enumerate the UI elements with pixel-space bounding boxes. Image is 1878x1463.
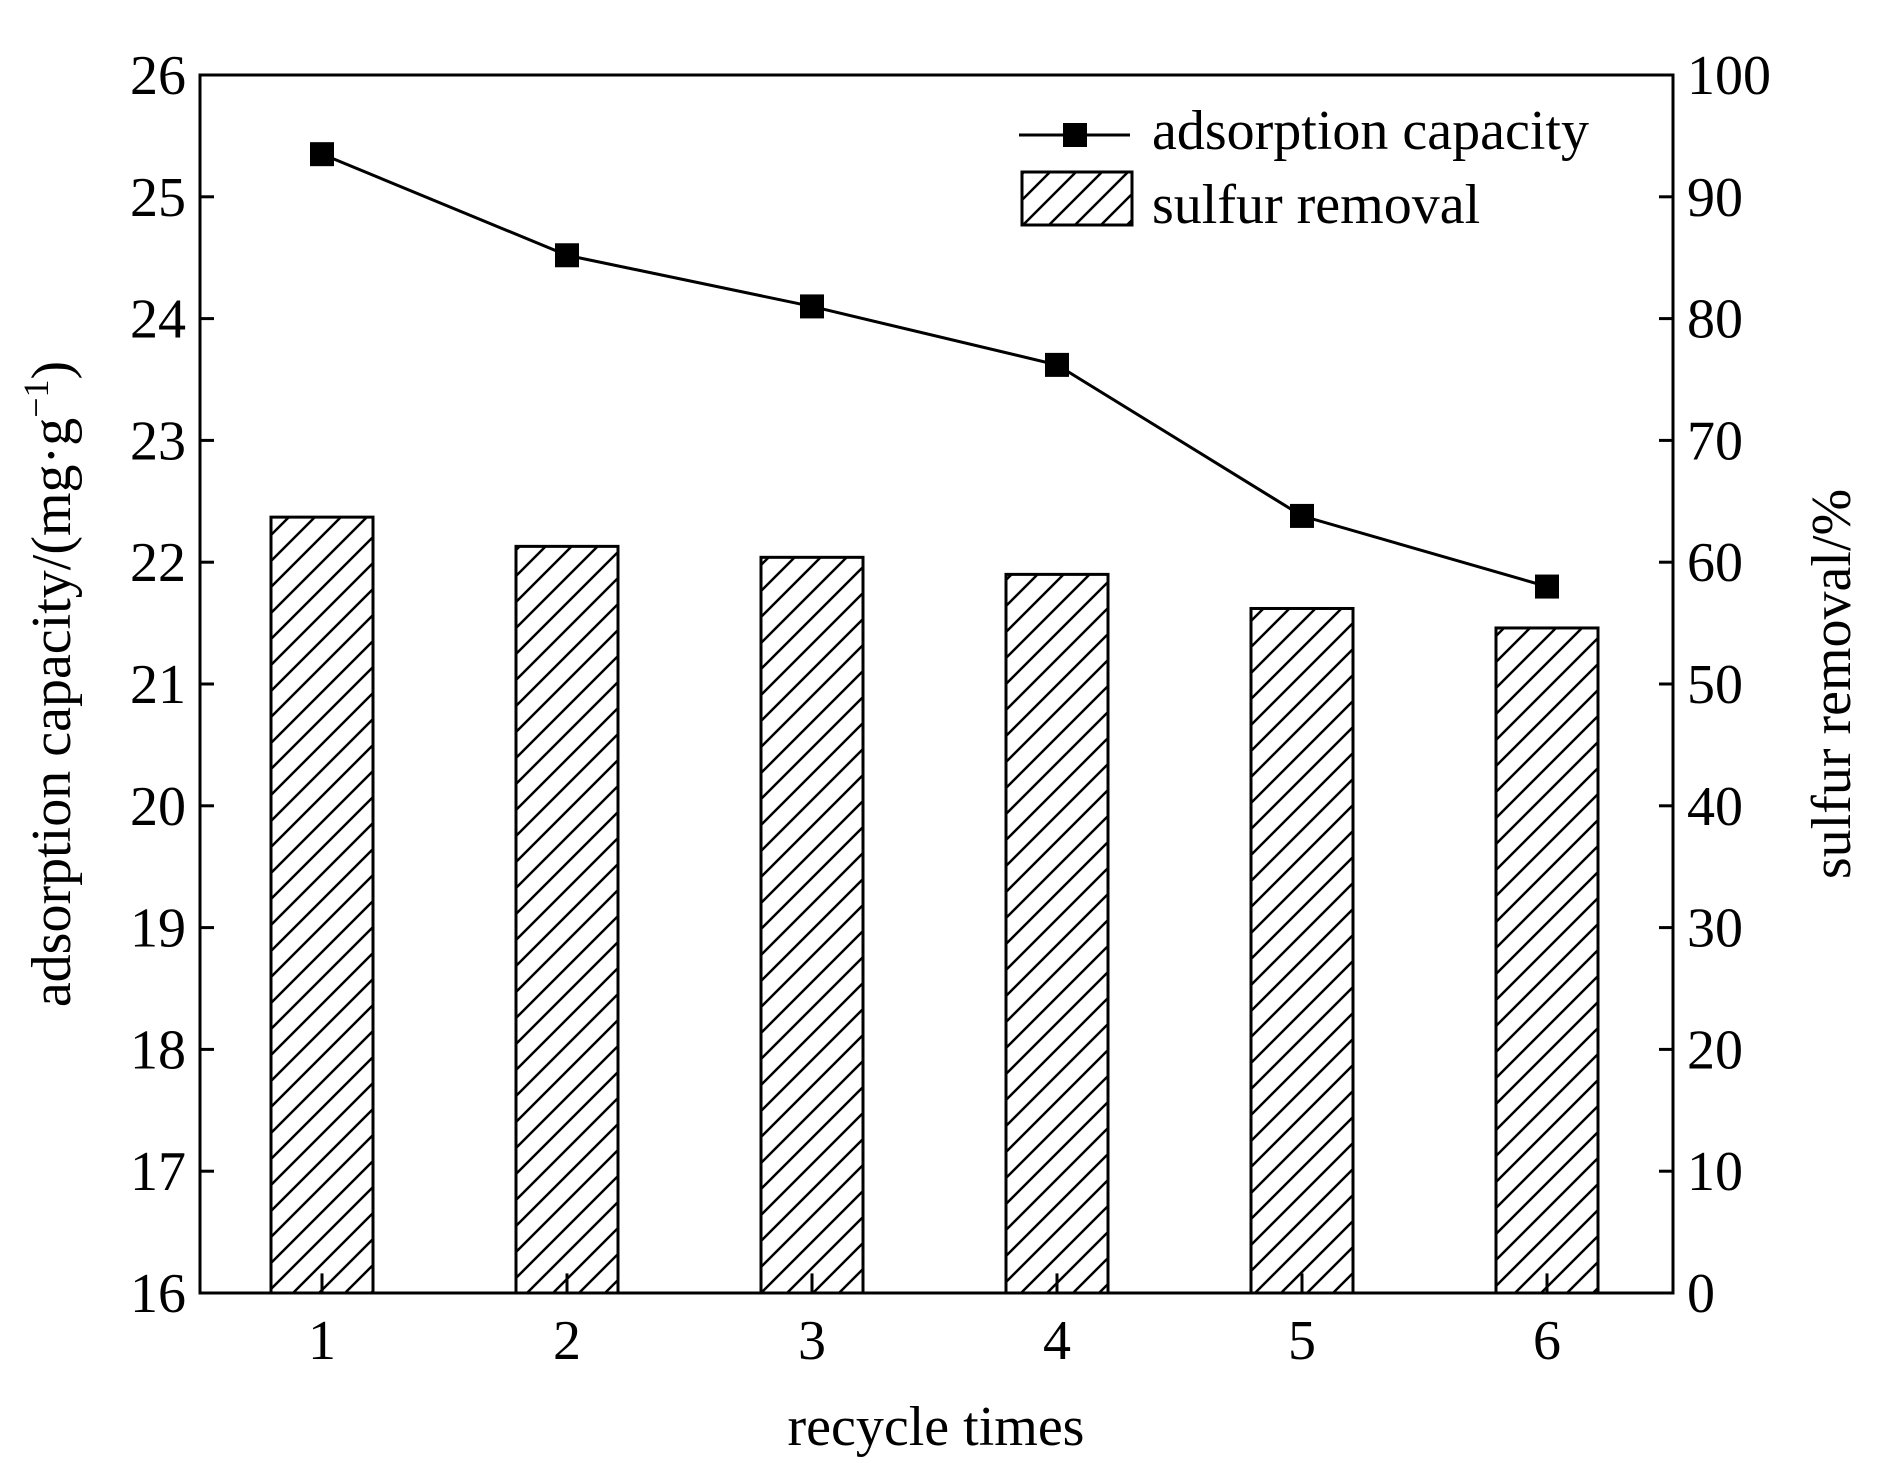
bar-sulfur-removal-3 <box>759 555 865 1295</box>
left-tick-label-21: 21 <box>130 654 186 716</box>
bar-sulfur-removal-4 <box>1004 572 1110 1295</box>
point-adsorption-capacity-4 <box>1045 352 1069 377</box>
right-y-axis-title: sulfur removal/% <box>1801 489 1863 879</box>
right-tick-label-50: 50 <box>1687 654 1743 716</box>
left-tick-label-19: 19 <box>130 898 186 960</box>
legend-label-adsorption-capacity: adsorption capacity <box>1152 100 1589 162</box>
left-tick-label-26: 26 <box>130 45 186 107</box>
left-tick-label-18: 18 <box>130 1019 186 1081</box>
bar-sulfur-removal-6 <box>1494 626 1600 1295</box>
point-adsorption-capacity-6 <box>1535 574 1559 599</box>
right-tick-label-10: 10 <box>1687 1141 1743 1203</box>
right-tick-label-80: 80 <box>1687 289 1743 351</box>
x-axis: 1 2 3 4 5 6 <box>308 1273 1561 1372</box>
right-tick-label-20: 20 <box>1687 1019 1743 1081</box>
bar-sulfur-removal-5 <box>1249 606 1355 1295</box>
plot-frame <box>198 73 1675 1295</box>
bar-sulfur-removal-1 <box>269 515 375 1295</box>
legend: adsorption capacity sulfur removal <box>1019 100 1589 236</box>
right-tick-label-60: 60 <box>1687 532 1743 594</box>
x-axis-title: recycle times <box>788 1396 1085 1458</box>
point-adsorption-capacity-5 <box>1290 503 1314 528</box>
left-y-axis-title-superscript: −1 <box>16 379 56 417</box>
right-tick-label-0: 0 <box>1687 1263 1715 1325</box>
bar-sulfur-removal-2 <box>514 544 620 1295</box>
right-tick-label-70: 70 <box>1687 410 1743 472</box>
x-tick-label-6: 6 <box>1533 1310 1561 1372</box>
left-tick-label-20: 20 <box>130 776 186 838</box>
legend-label-sulfur-removal: sulfur removal <box>1152 174 1480 236</box>
left-y-axis-title-main: adsorption capacity/(mg·g <box>21 418 83 1007</box>
left-tick-label-25: 25 <box>130 167 186 229</box>
left-y-axis-title: adsorption capacity/(mg·g−1) <box>16 361 83 1007</box>
left-y-axis-title-end: ) <box>21 361 83 380</box>
point-adsorption-capacity-2 <box>555 243 579 268</box>
right-y-axis: 0 10 20 30 40 50 60 70 80 90 100 <box>1659 45 1771 1325</box>
point-adsorption-capacity-3 <box>800 294 824 319</box>
left-tick-label-22: 22 <box>130 532 186 594</box>
adsorption-capacity-line <box>321 152 1548 589</box>
bar-series-sulfur-removal <box>269 515 1600 1295</box>
right-tick-label-40: 40 <box>1687 776 1743 838</box>
x-tick-label-1: 1 <box>308 1310 336 1372</box>
x-tick-label-5: 5 <box>1288 1310 1316 1372</box>
x-tick-label-4: 4 <box>1043 1310 1071 1372</box>
legend-square-marker-icon <box>1063 123 1087 147</box>
left-tick-label-23: 23 <box>130 410 186 472</box>
point-adsorption-capacity-1 <box>310 142 334 167</box>
right-tick-label-100: 100 <box>1687 45 1771 107</box>
line-series-adsorption-capacity <box>310 142 1559 599</box>
left-y-axis: 16 17 18 19 20 21 22 23 24 25 26 <box>130 45 214 1325</box>
x-tick-label-3: 3 <box>798 1310 826 1372</box>
x-tick-label-2: 2 <box>553 1310 581 1372</box>
left-tick-label-24: 24 <box>130 289 186 351</box>
right-tick-label-90: 90 <box>1687 167 1743 229</box>
left-tick-label-16: 16 <box>130 1263 186 1325</box>
left-tick-label-17: 17 <box>130 1141 186 1203</box>
right-tick-label-30: 30 <box>1687 898 1743 960</box>
legend-hatch-swatch <box>1020 170 1134 227</box>
